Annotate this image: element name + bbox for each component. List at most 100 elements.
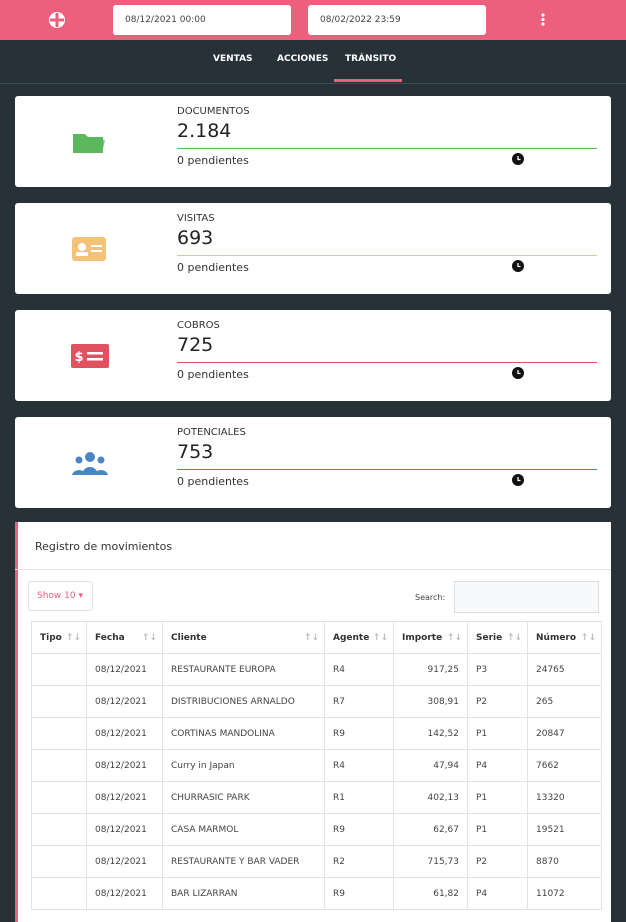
card-line xyxy=(177,255,597,256)
cell: BAR LIZARRAN xyxy=(162,877,325,910)
cell: 13320 xyxy=(527,781,602,814)
sort-icon: ↑↓ xyxy=(446,632,462,643)
menu[interactable] xyxy=(540,12,546,28)
cell: CHURRASIC PARK xyxy=(162,781,325,814)
table-row[interactable]: 08/12/2021 CHURRASIC PARK R1 402,13 P1 13320 xyxy=(31,781,602,814)
cell: 917,25 xyxy=(393,653,468,686)
sort-icon: ↑↓ xyxy=(303,632,319,643)
cell: 308,91 xyxy=(393,685,468,718)
card-label: POTENCIALES xyxy=(177,427,246,438)
cell-tipo xyxy=(31,717,87,750)
card-line xyxy=(177,362,597,363)
table-row[interactable]: 08/12/2021 RESTAURANTE EUROPA R4 917,25 P3 24… xyxy=(31,653,602,686)
card-value: 725 xyxy=(177,334,214,356)
card-pending: 0 pendientes xyxy=(177,154,249,167)
cell: R1 xyxy=(324,781,394,814)
cell: 8870 xyxy=(527,845,602,878)
stat-card: VISITAS 693 0 pendientes xyxy=(15,203,611,294)
cell-tipo xyxy=(31,877,87,910)
cell: 142,52 xyxy=(393,717,468,750)
cell: R9 xyxy=(324,877,394,910)
data-table: Tipo ↑↓ Fecha ↑↓ Cliente ↑↓ Agente ↑↓ Importe ↑↓ S… xyxy=(31,621,602,910)
cell: CASA MARMOL xyxy=(162,813,325,846)
cell-tipo xyxy=(31,813,87,846)
column-title: Tipo xyxy=(40,632,62,643)
column-title: Importe xyxy=(402,632,443,643)
sort-icon: ↑↓ xyxy=(372,632,388,643)
show-select[interactable]: Show 10 ▾ xyxy=(28,581,93,611)
tab[interactable]: ACCIONES xyxy=(277,54,329,64)
cell: 08/12/2021 xyxy=(86,685,163,718)
card-icon: $ xyxy=(71,344,109,368)
table-row[interactable]: 08/12/2021 CASA MARMOL R9 62,67 P1 19521 xyxy=(31,813,602,846)
date-to[interactable]: 08/02/2022 23:59 xyxy=(308,5,486,35)
cell: 62,67 xyxy=(393,813,468,846)
card-value: 753 xyxy=(177,441,214,463)
cell: R2 xyxy=(324,845,394,878)
column-header[interactable]: Importe ↑↓ xyxy=(393,621,468,654)
logo[interactable] xyxy=(47,10,67,30)
stat-card: POTENCIALES 753 0 pendientes xyxy=(15,417,611,508)
cell: DISTRIBUCIONES ARNALDO xyxy=(162,685,325,718)
column-header[interactable]: Serie ↑↓ xyxy=(467,621,528,654)
cell: P3 xyxy=(467,653,528,686)
cell: 08/12/2021 xyxy=(86,781,163,814)
clock-icon[interactable] xyxy=(512,260,524,272)
cell: 24765 xyxy=(527,653,602,686)
cell: CORTINAS MANDOLINA xyxy=(162,717,325,750)
stat-card: DOCUMENTOS 2.184 0 pendientes xyxy=(15,96,611,187)
cell: 08/12/2021 xyxy=(86,877,163,910)
cell: Curry in Japan xyxy=(162,749,325,782)
cell: 47,94 xyxy=(393,749,468,782)
card-line xyxy=(177,148,597,149)
cell: 7662 xyxy=(527,749,602,782)
cell: R4 xyxy=(324,749,394,782)
card-value: 2.184 xyxy=(177,120,232,142)
clock-icon[interactable] xyxy=(512,474,524,486)
card-value: 693 xyxy=(177,227,214,249)
column-header[interactable]: Cliente ↑↓ xyxy=(162,621,325,654)
table-row[interactable]: 08/12/2021 RESTAURANTE Y BAR VADER R2 715,7… xyxy=(31,845,602,878)
cell: P2 xyxy=(467,845,528,878)
cell: P2 xyxy=(467,685,528,718)
column-header[interactable]: Número ↑↓ xyxy=(527,621,602,654)
card-icon xyxy=(72,237,106,261)
tab[interactable]: VENTAS xyxy=(213,54,253,64)
cell: 08/12/2021 xyxy=(86,653,163,686)
search-input[interactable] xyxy=(454,581,599,613)
cell: 265 xyxy=(527,685,602,718)
tabs: VENTAS ACCIONES TRÁNSITO xyxy=(0,40,626,84)
table-row[interactable]: 08/12/2021 Curry in Japan R4 47,94 P4 7662 xyxy=(31,749,602,782)
clock-icon[interactable] xyxy=(512,367,524,379)
cell: P1 xyxy=(467,781,528,814)
column-title: Cliente xyxy=(171,632,207,643)
cell: P1 xyxy=(467,717,528,750)
stat-card: $ COBROS 725 0 pendientes xyxy=(15,310,611,401)
column-header[interactable]: Fecha ↑↓ xyxy=(86,621,163,654)
cell: R4 xyxy=(324,653,394,686)
cell-tipo xyxy=(31,845,87,878)
table-row[interactable]: 08/12/2021 DISTRIBUCIONES ARNALDO R7 308,91… xyxy=(31,685,602,718)
sort-icon: ↑↓ xyxy=(506,632,522,643)
cell-tipo xyxy=(31,653,87,686)
column-title: Número xyxy=(536,632,577,643)
tab-active[interactable]: TRÁNSITO xyxy=(345,54,397,64)
column-header[interactable]: Tipo ↑↓ xyxy=(31,621,87,654)
cell-tipo xyxy=(31,749,87,782)
date-from[interactable]: 08/12/2021 00:00 xyxy=(113,5,291,35)
cell: P4 xyxy=(467,749,528,782)
card-label: COBROS xyxy=(177,320,220,331)
cell-tipo xyxy=(31,685,87,718)
sort-icon: ↑↓ xyxy=(580,632,596,643)
column-title: Fecha xyxy=(95,632,125,643)
cell: 19521 xyxy=(527,813,602,846)
table-row[interactable]: 08/12/2021 CORTINAS MANDOLINA R9 142,52 P1 20… xyxy=(31,717,602,750)
table-row[interactable]: 08/12/2021 BAR LIZARRAN R9 61,82 P4 11072 xyxy=(31,877,602,910)
cell: RESTAURANTE Y BAR VADER xyxy=(162,845,325,878)
cell: R9 xyxy=(324,717,394,750)
card-icon xyxy=(73,134,105,153)
cell: 08/12/2021 xyxy=(86,749,163,782)
clock-icon[interactable] xyxy=(512,153,524,165)
column-header[interactable]: Agente ↑↓ xyxy=(324,621,394,654)
